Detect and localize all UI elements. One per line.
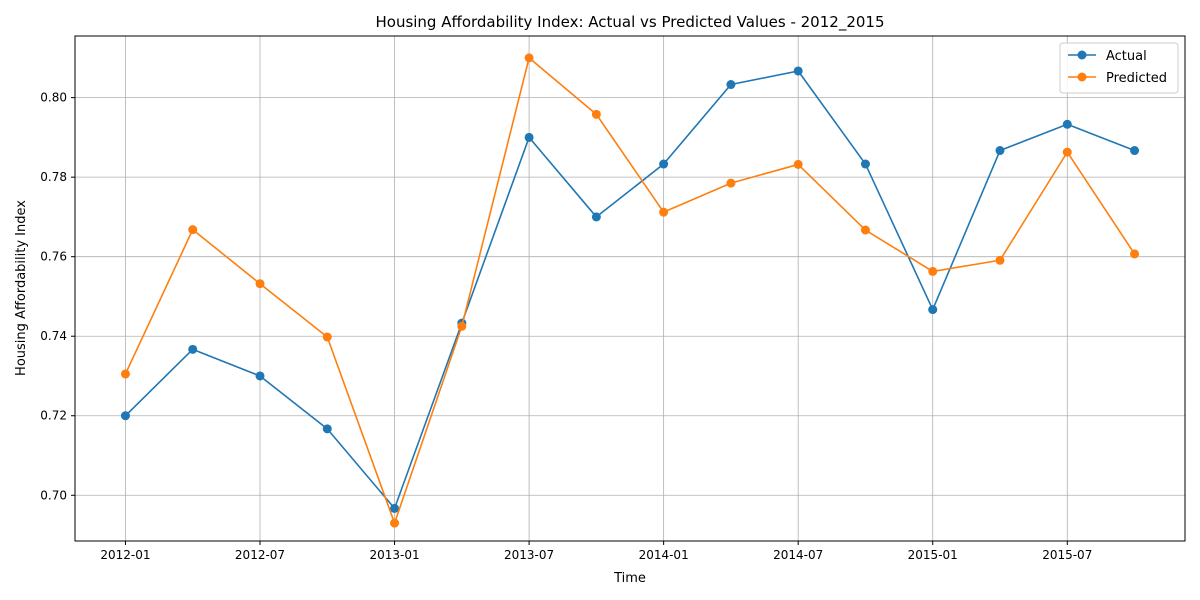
data-point-actual — [793, 66, 803, 76]
x-tick-label: 2013-07 — [504, 548, 554, 562]
y-tick-label: 0.74 — [40, 329, 67, 343]
data-point-actual — [524, 132, 534, 142]
x-tick-label: 2013-01 — [369, 548, 419, 562]
series-layer — [120, 53, 1140, 528]
y-tick-label: 0.72 — [40, 409, 67, 423]
data-point-actual — [188, 344, 198, 354]
x-tick-label: 2012-01 — [100, 548, 150, 562]
grid — [75, 36, 1185, 541]
data-point-actual — [591, 212, 601, 222]
x-axis: 2012-01 2012-07 2013-01 2013-07 2014-01 2014-… — [100, 541, 1092, 562]
data-point-predicted — [726, 178, 736, 188]
x-tick-label: 2012-07 — [235, 548, 285, 562]
series-line-predicted — [124, 57, 1136, 524]
x-axis-label: Time — [613, 571, 646, 586]
y-tick-label: 0.80 — [40, 91, 67, 105]
y-axis: 0.70 0.72 0.74 0.76 0.78 0.80 — [40, 91, 75, 502]
data-point-predicted — [659, 207, 669, 217]
data-point-predicted — [591, 109, 601, 119]
data-point-actual — [659, 159, 669, 169]
legend-marker-actual — [1077, 50, 1087, 60]
data-point-actual — [860, 159, 870, 169]
legend: Actual Predicted — [1059, 42, 1179, 94]
data-point-predicted — [120, 369, 130, 379]
x-tick-label: 2015-01 — [908, 548, 958, 562]
data-point-predicted — [928, 266, 938, 276]
data-point-predicted — [457, 321, 467, 331]
y-tick-label: 0.70 — [40, 488, 67, 502]
x-tick-label: 2015-07 — [1042, 548, 1092, 562]
data-point-predicted — [255, 279, 265, 289]
legend-label-predicted: Predicted — [1106, 71, 1167, 86]
y-axis-label: Housing Affordability Index — [14, 200, 29, 376]
data-point-predicted — [322, 332, 332, 342]
data-point-actual — [995, 146, 1005, 156]
data-point-actual — [1062, 119, 1072, 129]
chart-title: Housing Affordability Index: Actual vs P… — [375, 13, 884, 32]
x-tick-label: 2014-01 — [639, 548, 689, 562]
x-tick-label: 2014-07 — [773, 548, 823, 562]
data-point-actual — [1130, 146, 1140, 156]
legend-label-actual: Actual — [1106, 49, 1147, 64]
data-point-predicted — [1062, 147, 1072, 157]
data-point-predicted — [793, 159, 803, 169]
data-point-actual — [928, 305, 938, 315]
data-point-predicted — [860, 225, 870, 235]
data-point-actual — [120, 411, 130, 421]
data-point-actual — [390, 503, 400, 513]
data-point-predicted — [390, 518, 400, 528]
series-line-actual — [124, 70, 1135, 510]
data-point-predicted — [1130, 249, 1140, 259]
y-tick-label: 0.78 — [40, 170, 67, 184]
legend-marker-predicted — [1077, 72, 1087, 82]
plot-frame — [74, 35, 1186, 542]
data-point-predicted — [188, 225, 198, 235]
data-point-actual — [726, 80, 736, 90]
data-point-predicted — [995, 255, 1005, 265]
data-point-predicted — [524, 53, 534, 63]
data-point-actual — [255, 371, 265, 381]
data-point-actual — [322, 424, 332, 434]
y-tick-label: 0.76 — [40, 250, 67, 264]
